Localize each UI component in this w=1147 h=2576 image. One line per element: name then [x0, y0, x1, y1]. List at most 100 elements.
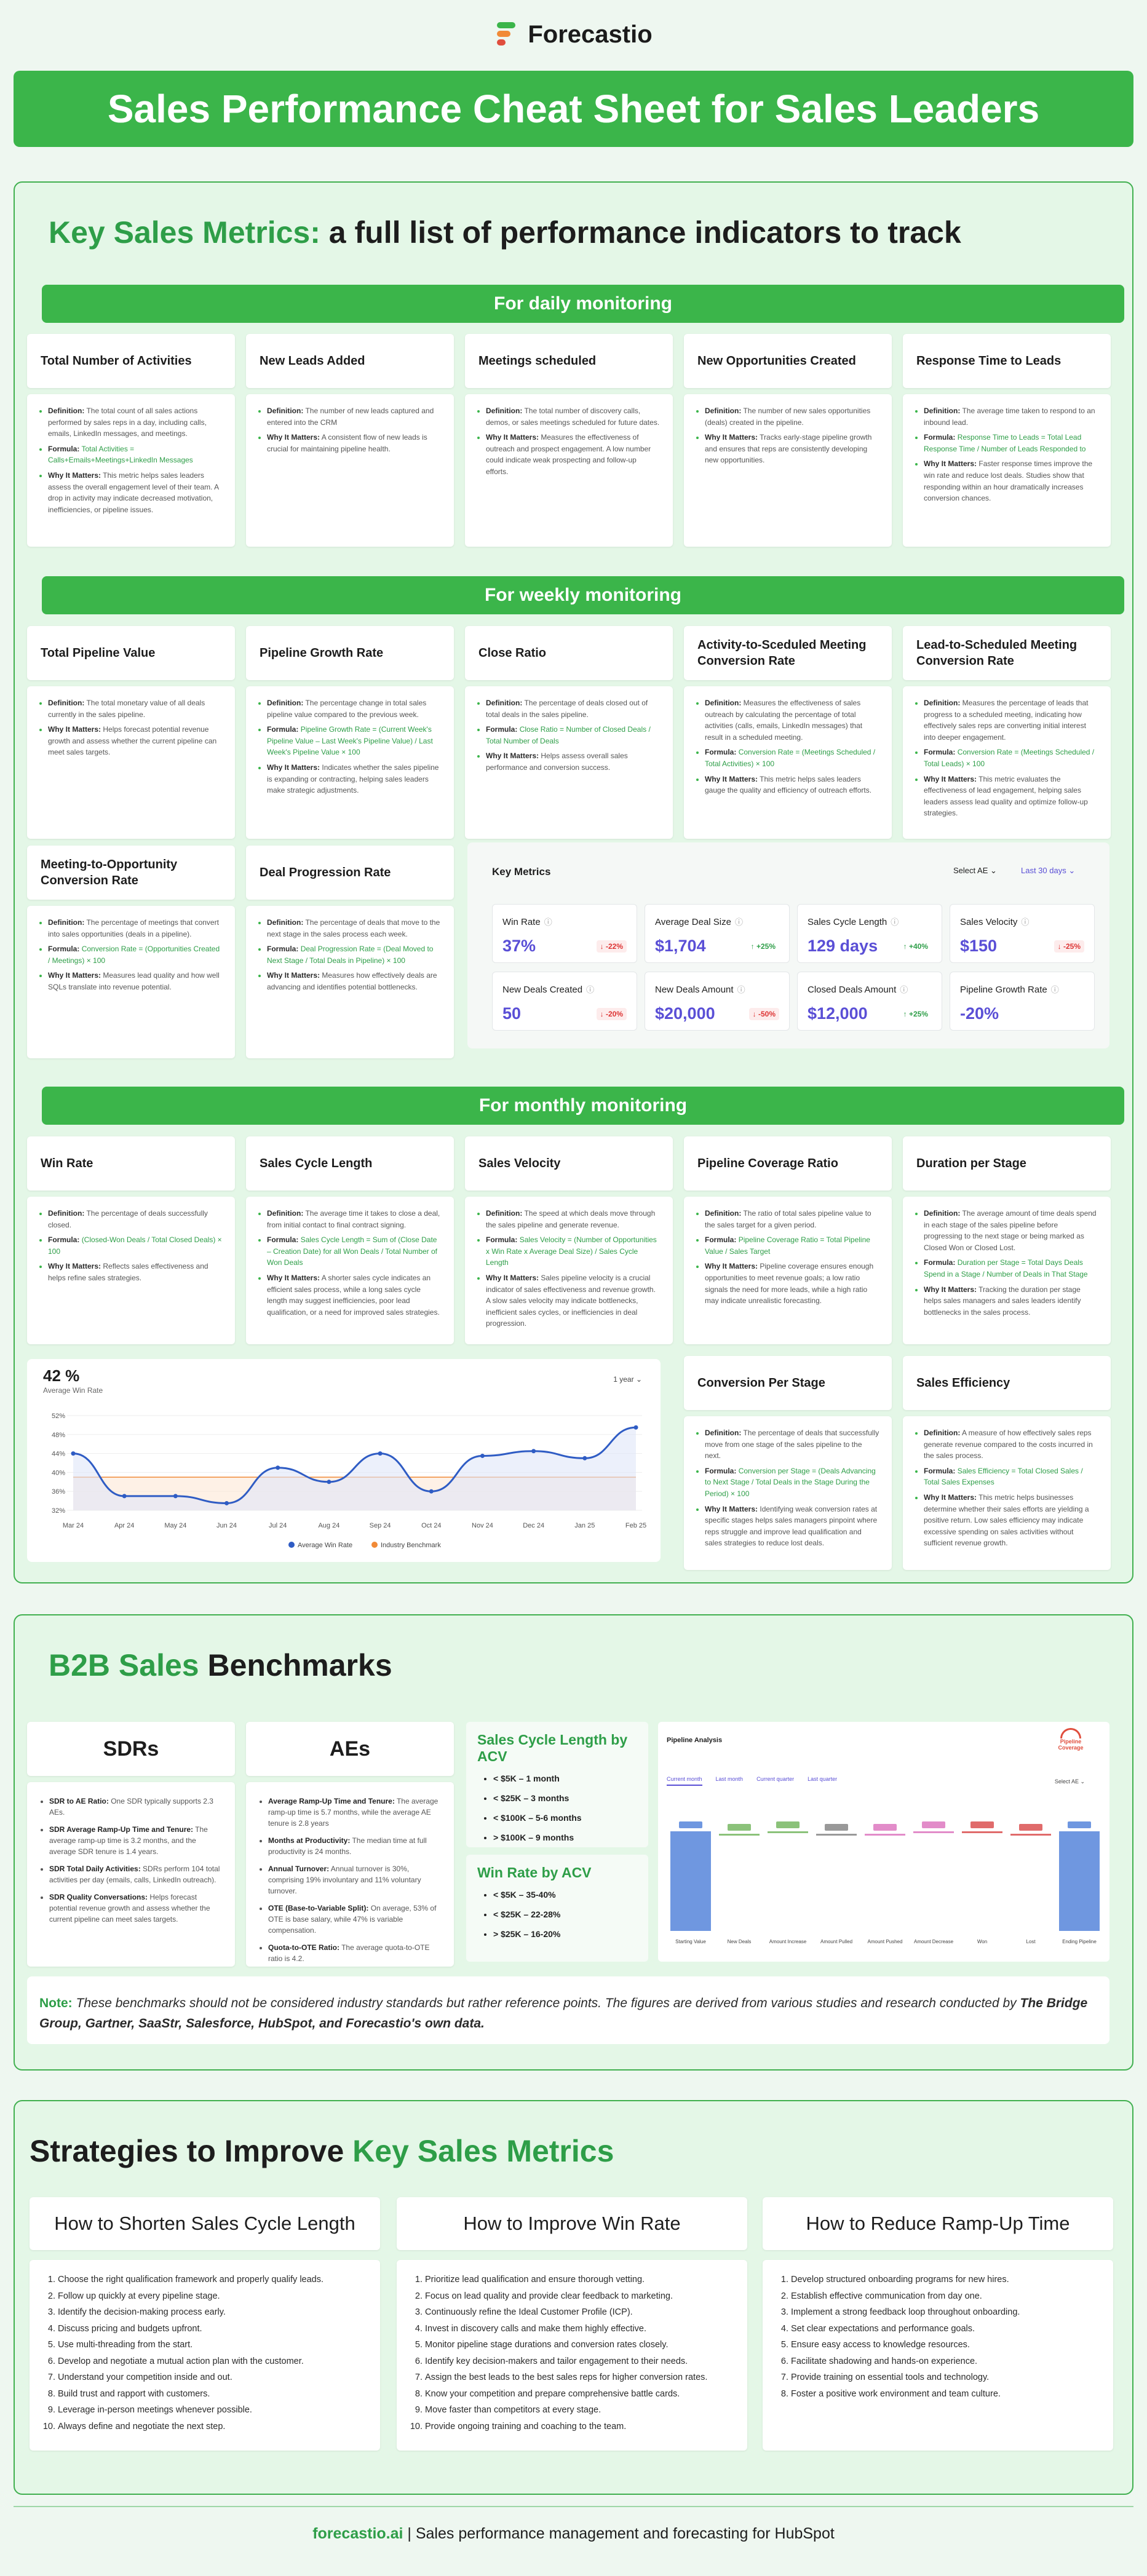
win-rate-point [480, 1453, 485, 1458]
metric-card: Conversion Per Stage Definition: The perc… [684, 1356, 892, 1570]
x-tick-label: Apr 24 [114, 1522, 134, 1529]
win-rate-point [224, 1500, 229, 1505]
chevron-down-icon: ⌄ [990, 866, 997, 875]
metric-formula: Formula: Conversion Rate = (Meetings Sch… [924, 747, 1098, 769]
cycle-by-acv: Sales Cycle Length by ACV < $5K – 1 mont… [466, 1722, 648, 1847]
metric-card: Sales Velocity Definition: The speed at w… [465, 1136, 673, 1344]
waterfall-category: Lost [1026, 1939, 1036, 1944]
y-tick-label: 52% [52, 1413, 65, 1420]
win-rate-point [633, 1425, 638, 1430]
footer-divider [14, 2506, 1133, 2507]
key-metrics-widget: Key Metrics Select AE ⌄ Last 30 days ⌄ W… [467, 842, 1109, 1048]
benchmark-item: Months at Productivity: The median time … [268, 1835, 443, 1857]
kpi-label: New Deals Created ⓘ [502, 985, 595, 995]
cycle-by-acv-title: Sales Cycle Length by ACV [477, 1732, 628, 1764]
waterfall-bar-label [825, 1824, 848, 1831]
metric-formula: Formula: Response Time to Leads = Total … [924, 432, 1098, 454]
pa-select[interactable]: Select AE ⌄ [1054, 1778, 1085, 1785]
kpi-change: ↑ +25% [750, 942, 776, 951]
metric-card-body: Definition: The ratio of total sales pip… [684, 1197, 892, 1344]
waterfall-category: Starting Value [675, 1939, 706, 1944]
win-rate-point [276, 1465, 280, 1470]
strategy-item: Use multi-threading from the start. [58, 2340, 369, 2350]
strategy-item: Understand your competition inside and o… [58, 2372, 369, 2382]
win-rate-line [73, 1426, 637, 1504]
weekly-monitoring-bar: For weekly monitoring [42, 576, 1124, 614]
acv-item: < $100K – 5-6 months [493, 1813, 637, 1823]
metric-definition: Definition: The percentage of deals clos… [486, 697, 661, 720]
benchmark-item: SDR to AE Ratio: One SDR typically suppo… [49, 1796, 224, 1818]
metric-why: Why It Matters: A consistent flow of new… [267, 432, 442, 454]
page-title-banner: Sales Performance Cheat Sheet for Sales … [14, 71, 1133, 147]
metric-card-body: Definition: The percentage of deals that… [246, 906, 454, 1058]
kpi-value: $1,704 [655, 937, 706, 955]
metric-card-title: Sales Cycle Length [246, 1136, 454, 1191]
x-tick-label: Nov 24 [472, 1522, 493, 1529]
strategy-item: Set clear expectations and performance g… [791, 2324, 1102, 2334]
metric-card-body: Definition: The total number of discover… [465, 394, 673, 547]
strategy-item: Assign the best leads to the best sales … [425, 2372, 736, 2382]
metric-card-body: Definition: Measures the percentage of l… [903, 686, 1111, 839]
waterfall-bar-label [776, 1821, 800, 1828]
metric-card-title: Lead-to-Scheduled Meeting Conversion Rat… [903, 626, 1111, 680]
benchmarks-heading: B2B Sales Benchmarks [49, 1648, 392, 1682]
y-tick-label: 32% [52, 1507, 65, 1515]
benchmark-item: Annual Turnover: Annual turnover is 30%,… [268, 1863, 443, 1896]
waterfall-category: Amount Increase [769, 1939, 807, 1944]
metric-card-body: Definition: Measures the effectiveness o… [684, 686, 892, 839]
select-ae-dropdown[interactable]: Select AE ⌄ [953, 866, 997, 875]
metric-why: Why It Matters: Tracking the duration pe… [924, 1284, 1098, 1318]
metric-card: Close Ratio Definition: The percentage of… [465, 626, 673, 839]
pa-tab[interactable]: Last month [715, 1776, 744, 1782]
metric-why: Why It Matters: This metric evaluates th… [924, 774, 1098, 819]
aes-card: AEs Average Ramp-Up Time and Tenure: The… [246, 1722, 454, 1967]
metric-formula: Formula: Conversion per Stage = (Deals A… [705, 1465, 879, 1500]
metric-card-title: New Opportunities Created [684, 334, 892, 388]
pa-tab[interactable]: Current quarter [756, 1776, 795, 1782]
metric-card-body: Definition: The number of new leads capt… [246, 394, 454, 547]
widget-title: Key Metrics [492, 866, 551, 878]
metric-card-body: Definition: The percentage change in tot… [246, 686, 454, 839]
metric-card-title: Total Pipeline Value [27, 626, 235, 680]
win-rate-point [122, 1494, 127, 1499]
metric-card: Activity-to-Sceduled Meeting Conversion … [684, 626, 892, 839]
waterfall-bar-label [873, 1824, 897, 1831]
kpi-label: Closed Deals Amount ⓘ [808, 985, 908, 995]
sdrs-card: SDRs SDR to AE Ratio: One SDR typically … [27, 1722, 235, 1967]
info-icon: ⓘ [1050, 985, 1059, 994]
win-rate-point [378, 1451, 383, 1456]
pa-tab[interactable]: Last quarter [808, 1776, 838, 1782]
waterfall-bar-label [1068, 1821, 1091, 1828]
waterfall-bar [865, 1834, 905, 1836]
footer-domain[interactable]: forecastio.ai [312, 2525, 403, 2542]
metric-card: Win Rate Definition: The percentage of de… [27, 1136, 235, 1344]
chart-headline-value: 42 % [43, 1366, 80, 1385]
arrow-down-icon: ↓ [600, 942, 606, 951]
metric-card-body: Definition: The percentage of deals clos… [465, 686, 673, 839]
metric-formula: Formula: (Closed-Won Deals / Total Close… [48, 1234, 223, 1257]
metric-definition: Definition: The percentage of meetings t… [48, 917, 223, 940]
kpi-value: $150 [960, 937, 998, 955]
metric-card: Total Number of Activities Definition: Th… [27, 334, 235, 547]
strategy-item: Leverage in-person meetings whenever pos… [58, 2405, 369, 2415]
waterfall-bar-label [679, 1821, 702, 1828]
chart-period-select[interactable]: 1 year ⌄ [613, 1375, 642, 1384]
metric-card-body: Definition: A measure of how effectively… [903, 1416, 1111, 1570]
pa-tab[interactable]: Current month [667, 1776, 702, 1786]
benchmark-item: Quota-to-OTE Ratio: The average quota-to… [268, 1942, 443, 1964]
sdrs-title: SDRs [27, 1722, 235, 1776]
metric-formula: Formula: Sales Efficiency = Total Closed… [924, 1465, 1098, 1488]
kpi-label: Sales Velocity ⓘ [960, 917, 1030, 927]
acv-item: < $25K – 3 months [493, 1793, 637, 1803]
strategy-title: How to Reduce Ramp-Up Time [763, 2197, 1113, 2250]
acv-item: < $5K – 1 month [493, 1773, 637, 1783]
arrow-up-icon: ↑ [903, 1010, 909, 1018]
kpi-change: ↑ +40% [903, 942, 928, 951]
info-icon: ⓘ [737, 985, 745, 994]
waterfall-category: New Deals [728, 1939, 752, 1944]
strategy-card: How to Improve Win Rate Prioritize lead q… [397, 2197, 747, 2451]
metric-card-title: Total Number of Activities [27, 334, 235, 388]
kpi-tile: Win Rate ⓘ 37% ↓ -22% [492, 904, 637, 963]
strategy-item: Develop and negotiate a mutual action pl… [58, 2356, 369, 2366]
period-dropdown[interactable]: Last 30 days ⌄ [1021, 866, 1076, 875]
